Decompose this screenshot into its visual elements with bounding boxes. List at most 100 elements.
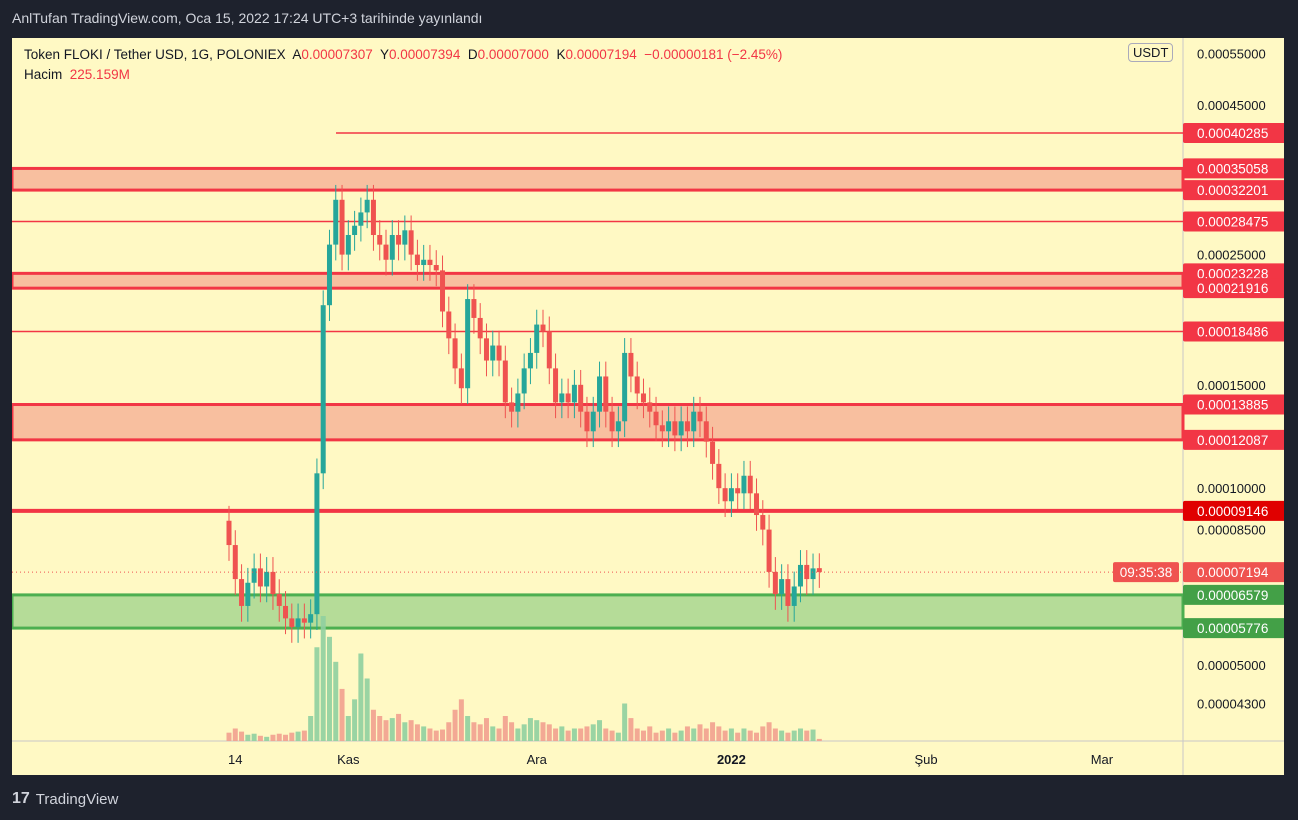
support-zone bbox=[12, 593, 1185, 630]
candle-body bbox=[433, 265, 439, 271]
volume-bar bbox=[270, 734, 276, 741]
price-label: 0.00013885 bbox=[1197, 398, 1268, 413]
candle-body bbox=[684, 421, 690, 432]
candle-body bbox=[446, 311, 452, 339]
volume-bar bbox=[659, 730, 665, 741]
last-price-label-bg bbox=[1183, 562, 1284, 583]
volume-bar bbox=[471, 722, 477, 741]
candle-body bbox=[458, 368, 464, 389]
candle-body bbox=[465, 299, 471, 389]
price-chart[interactable]: 0.00055000 0.00045000 0.00025000 0.00015000… bbox=[12, 38, 1284, 775]
volume-bar bbox=[527, 718, 533, 741]
price-label: 0.00032201 bbox=[1197, 183, 1268, 198]
candle-body bbox=[490, 345, 496, 361]
volume-bar bbox=[640, 730, 646, 741]
candle-body bbox=[741, 475, 747, 494]
volume-bar bbox=[703, 728, 709, 741]
candle-body bbox=[622, 352, 628, 422]
volume-bar bbox=[628, 718, 634, 741]
time-tick: Kas bbox=[337, 752, 360, 767]
chart-pane[interactable]: 0.00055000 0.00045000 0.00025000 0.00015000… bbox=[12, 38, 1284, 775]
candle-body bbox=[389, 234, 395, 260]
volume-bar bbox=[414, 724, 420, 741]
candle-body bbox=[628, 352, 634, 377]
low-value: 0.00007000 bbox=[477, 47, 549, 62]
candle-body bbox=[647, 402, 653, 412]
volume-bar bbox=[326, 636, 332, 741]
volume-label: Hacim bbox=[24, 67, 63, 82]
candle-body bbox=[402, 230, 408, 245]
tradingview-logo[interactable]: 17 TradingView bbox=[12, 790, 118, 808]
candle-body bbox=[603, 376, 609, 412]
candle-body bbox=[634, 376, 640, 394]
candle-body bbox=[810, 568, 816, 580]
candle-body bbox=[257, 568, 263, 587]
high-value: 0.00007394 bbox=[389, 47, 461, 62]
volume-bar bbox=[264, 736, 270, 741]
price-tick: 0.00004300 bbox=[1197, 696, 1266, 711]
volume-bar bbox=[810, 729, 816, 741]
volume-bar bbox=[722, 730, 728, 741]
candle-body bbox=[722, 488, 728, 502]
volume-bar bbox=[634, 728, 640, 741]
volume-bar bbox=[283, 734, 289, 741]
volume-bar bbox=[797, 728, 803, 741]
volume-bar bbox=[515, 728, 521, 741]
candle-body bbox=[383, 244, 389, 260]
candle-body bbox=[735, 488, 741, 494]
candle-body bbox=[527, 352, 533, 369]
price-tick: 0.00015000 bbox=[1197, 378, 1266, 393]
candle-body bbox=[754, 493, 760, 516]
candle-body bbox=[609, 411, 615, 432]
price-label: 0.00035058 bbox=[1197, 161, 1268, 176]
volume-bar bbox=[333, 661, 339, 741]
candle-body bbox=[578, 384, 584, 412]
price-label-bg bbox=[1183, 500, 1284, 521]
candle-body bbox=[421, 259, 427, 266]
candle-body bbox=[597, 376, 603, 412]
volume-bar bbox=[534, 720, 540, 741]
countdown-label-bg bbox=[1113, 562, 1179, 583]
volume-bar bbox=[622, 703, 628, 741]
price-label-bg bbox=[1183, 180, 1284, 201]
currency-button[interactable]: USDT bbox=[1128, 43, 1174, 62]
candle-body bbox=[659, 425, 665, 432]
price-label-bg bbox=[1183, 211, 1284, 232]
time-tick: Mar bbox=[1091, 752, 1114, 767]
candle-body bbox=[565, 393, 571, 403]
countdown-label: 09:35:38 bbox=[1120, 565, 1173, 580]
price-label-bg bbox=[1183, 429, 1284, 450]
low-label: D bbox=[467, 47, 478, 62]
volume-bar bbox=[785, 732, 791, 741]
volume-bar bbox=[339, 688, 345, 741]
volume-bar bbox=[408, 720, 414, 741]
volume-bar bbox=[590, 724, 596, 741]
volume-bar bbox=[358, 653, 364, 741]
candle-body bbox=[440, 270, 446, 312]
volume-bar bbox=[672, 732, 678, 741]
candle-body bbox=[477, 317, 483, 339]
volume-bar bbox=[571, 728, 577, 741]
volume-bar bbox=[389, 718, 395, 741]
volume-bar bbox=[308, 716, 314, 741]
volume-bar bbox=[433, 730, 439, 741]
volume-bar bbox=[232, 728, 238, 741]
candle-body bbox=[816, 568, 822, 573]
resistance-zone bbox=[12, 166, 1185, 192]
price-tick: 0.00008500 bbox=[1197, 523, 1266, 538]
price-label: 0.00021916 bbox=[1197, 281, 1268, 296]
candle-body bbox=[772, 571, 778, 595]
price-label: 0.00040285 bbox=[1197, 126, 1268, 141]
candle-body bbox=[358, 212, 364, 226]
candle-body bbox=[804, 564, 810, 580]
candle-body bbox=[370, 199, 376, 235]
candle-body bbox=[697, 411, 703, 422]
time-tick: Ara bbox=[527, 752, 548, 767]
candle-body bbox=[797, 564, 803, 587]
change-value: −0.00000181 (−2.45%) bbox=[644, 47, 783, 62]
price-label-bg bbox=[1183, 618, 1284, 639]
symbol-title[interactable]: Token FLOKI / Tether USD, 1G, POLONIEX bbox=[24, 47, 286, 62]
candle-body bbox=[760, 515, 766, 530]
volume-bar bbox=[320, 616, 326, 741]
candle-body bbox=[559, 393, 565, 403]
